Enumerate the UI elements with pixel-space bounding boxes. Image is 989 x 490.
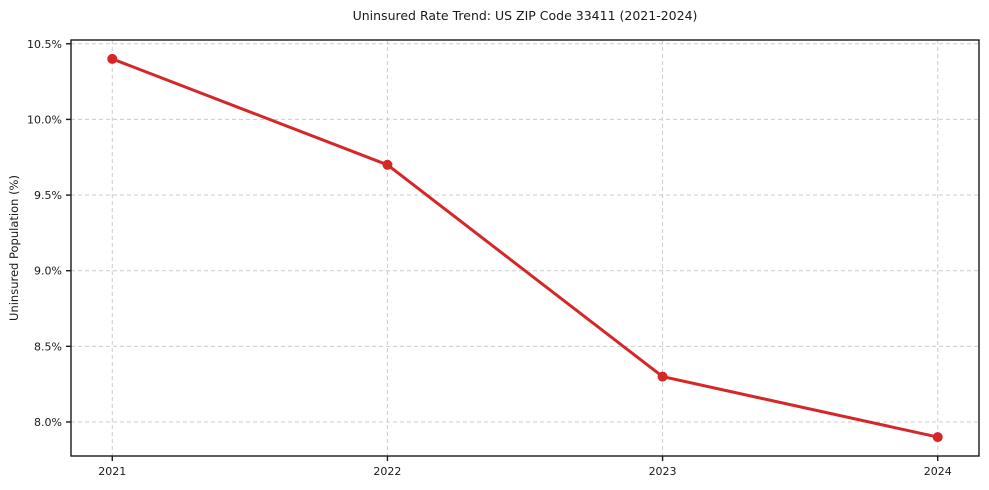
y-tick-label: 10.5% [27, 38, 62, 51]
data-point [657, 371, 668, 382]
y-tick-label: 9.5% [34, 189, 62, 202]
data-point [107, 53, 118, 64]
x-tick-label: 2024 [924, 465, 952, 478]
y-tick-label: 9.0% [34, 265, 62, 278]
x-tick-label: 2022 [373, 465, 401, 478]
trend-line [110, 57, 940, 439]
chart-title: Uninsured Rate Trend: US ZIP Code 33411 … [352, 8, 698, 23]
data-point [932, 432, 943, 443]
x-tick-label: 2023 [649, 465, 677, 478]
y-tick-label: 8.5% [34, 340, 62, 353]
plot-border [70, 39, 980, 457]
x-tick-label: 2021 [98, 465, 126, 478]
y-tick-label: 8.0% [34, 416, 62, 429]
data-point [382, 159, 393, 170]
y-tick-label: 10.0% [27, 113, 62, 126]
